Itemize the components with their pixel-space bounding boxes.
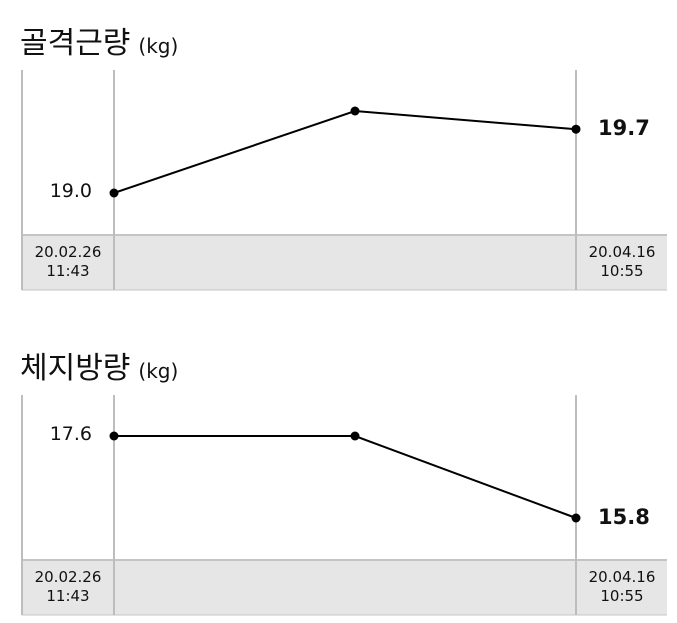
date-band	[22, 235, 667, 290]
point	[571, 513, 581, 523]
x-tick-label: 20.02.26 11:43	[34, 568, 102, 605]
point	[350, 106, 360, 116]
unit: (kg)	[138, 359, 179, 383]
chart-title: 체지방량 (kg)	[20, 351, 179, 386]
x-tick-label: 20.04.16 10:55	[588, 243, 656, 280]
value-label: 19.7	[598, 116, 650, 141]
chart-title: 골격근량 (kg)	[20, 26, 179, 61]
point	[109, 188, 119, 198]
unit: (kg)	[138, 34, 179, 58]
line	[114, 435, 577, 519]
x-tick-label: 20.02.26 11:43	[34, 243, 102, 280]
point	[109, 431, 119, 441]
date-band	[22, 560, 667, 615]
line	[113, 109, 577, 194]
value-label: 17.6	[49, 423, 92, 445]
value-label: 15.8	[598, 505, 650, 529]
point	[571, 124, 581, 134]
x-tick-label: 20.04.16 10:55	[588, 568, 656, 605]
value-label: 19.0	[49, 180, 92, 202]
point	[350, 431, 360, 441]
